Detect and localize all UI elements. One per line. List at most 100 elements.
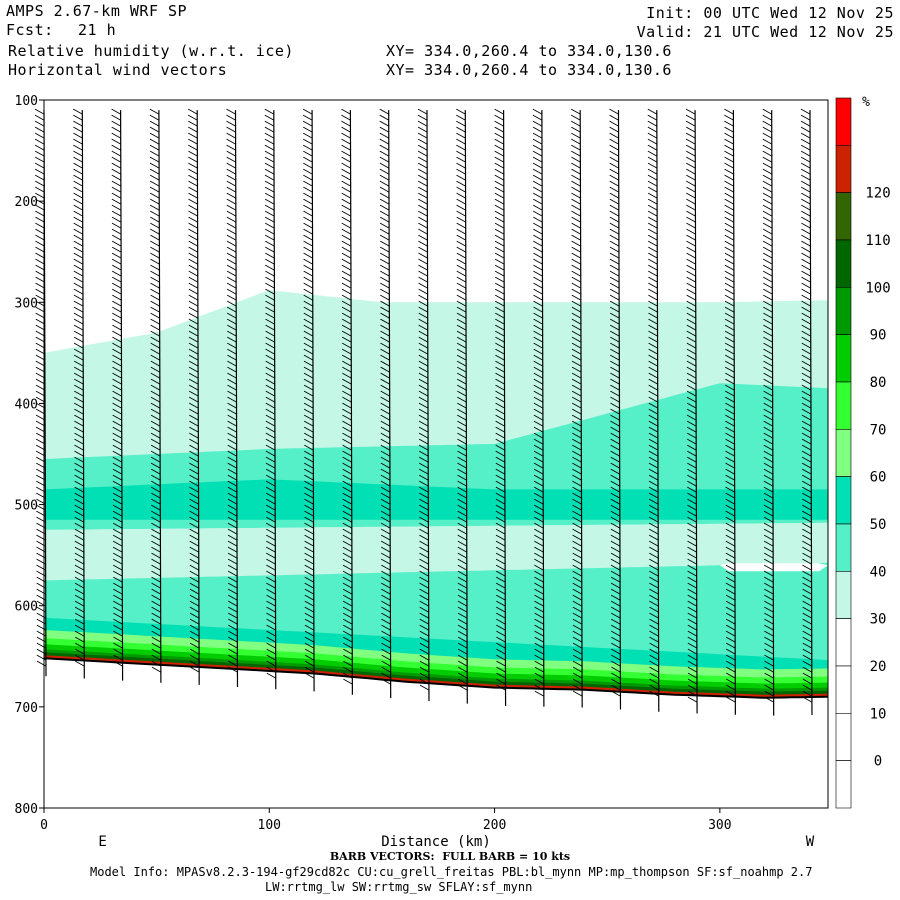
colorbar-label-80: 80 bbox=[870, 375, 887, 391]
colorbar-swatch-7 bbox=[835, 428, 852, 477]
wind-barb-flags-12 bbox=[494, 108, 506, 691]
wind-barb-shaft-8 bbox=[349, 110, 353, 695]
wind-barb-flags-3 bbox=[149, 108, 162, 673]
wind-barb-shaft-3 bbox=[158, 110, 162, 683]
wind-barb-shaft-19 bbox=[771, 110, 775, 716]
end-label-left: E bbox=[98, 834, 106, 850]
colorbar-swatch-1 bbox=[835, 145, 852, 193]
wind-barb-flags-8 bbox=[341, 108, 353, 685]
model-info: Model Info: MPASv8.2.3-194-gf29cd82c CU:… bbox=[90, 865, 813, 879]
wind-barb-shaft-18 bbox=[732, 110, 736, 715]
fcst-label: Fcst: bbox=[6, 21, 54, 39]
x-tick-label-200: 200 bbox=[483, 818, 506, 833]
wind-barb-flags-0 bbox=[34, 108, 47, 667]
model-info-2: LW:rrtmg_lw SW:rrtmg_sw SFLAY:sf_mynn bbox=[265, 880, 533, 894]
colorbar-swatch-3 bbox=[835, 239, 852, 288]
plot-frame bbox=[43, 99, 829, 809]
colorbar-label-20: 20 bbox=[870, 659, 887, 675]
wind-barb-shaft-11 bbox=[464, 110, 468, 704]
wind-barb-shaft-1 bbox=[81, 110, 85, 679]
colorbar-swatch-4 bbox=[835, 286, 852, 335]
colorbar-swatch-5 bbox=[835, 334, 852, 383]
wind-barb-flags-4 bbox=[187, 108, 200, 673]
wind-barb-flags-13 bbox=[532, 108, 545, 697]
terrain-fill bbox=[44, 658, 828, 808]
y-tick-label-800: 800 bbox=[15, 802, 38, 817]
field-name-1: Relative humidity (w.r.t. ice) bbox=[8, 42, 294, 60]
y-tick-label-500: 500 bbox=[15, 499, 38, 514]
wind-barb-flags-18 bbox=[724, 108, 736, 703]
wind-barb-flags-2 bbox=[111, 108, 123, 667]
wind-barb-shaft-4 bbox=[196, 110, 200, 685]
wind-barb-flags-1 bbox=[73, 108, 85, 667]
wind-barb-shaft-7 bbox=[311, 110, 315, 692]
x-tick-label-0: 0 bbox=[40, 818, 48, 833]
colorbar-swatch-8 bbox=[835, 476, 852, 525]
rh-band-surface-4 bbox=[44, 652, 828, 698]
xy-range-1: XY= 334.0,260.4 to 334.0,130.6 bbox=[386, 42, 672, 60]
rh-band-50 bbox=[44, 479, 828, 520]
wind-barb-flags-20 bbox=[800, 108, 813, 703]
colorbar-swatch-0 bbox=[835, 97, 852, 146]
wind-barb-flags-17 bbox=[685, 108, 698, 703]
colorbar-label-100: 100 bbox=[865, 280, 890, 296]
colorbar-label-70: 70 bbox=[870, 422, 887, 438]
fcst-value: 21 h bbox=[78, 21, 117, 39]
wind-barb-flags-11 bbox=[456, 108, 468, 691]
rh-band-30-gap bbox=[44, 522, 828, 581]
wind-barb-shaft-20 bbox=[809, 110, 813, 716]
wind-barb-flags-7 bbox=[302, 108, 315, 679]
valid-time: Valid: 21 UTC Wed 12 Nov 25 bbox=[636, 23, 894, 41]
colorbar-label-30: 30 bbox=[870, 612, 887, 628]
colorbar-label-120: 120 bbox=[865, 186, 890, 202]
wind-barb-flags-10 bbox=[417, 108, 430, 691]
y-tick-label-200: 200 bbox=[15, 195, 38, 210]
end-label-right: W bbox=[806, 834, 815, 850]
rh-band-surface-3 bbox=[44, 649, 828, 698]
wind-barb-shaft-5 bbox=[234, 110, 239, 688]
y-tick-label-400: 400 bbox=[15, 397, 38, 412]
colorbar-swatch-9 bbox=[835, 523, 852, 572]
colorbar-label-10: 10 bbox=[870, 706, 887, 722]
colorbar-label-0: 0 bbox=[874, 754, 882, 770]
field-name-2: Horizontal wind vectors bbox=[8, 61, 228, 79]
y-tick-label-700: 700 bbox=[15, 701, 38, 716]
wind-barb-flags-6 bbox=[264, 108, 277, 679]
y-tick-label-600: 600 bbox=[15, 600, 38, 615]
colorbar-label-40: 40 bbox=[870, 564, 887, 580]
colorbar-swatch-13 bbox=[835, 712, 852, 761]
colorbar-label-90: 90 bbox=[870, 328, 887, 344]
model-title: AMPS 2.67-km WRF SP bbox=[6, 2, 188, 20]
x-tick-label-300: 300 bbox=[708, 818, 731, 833]
wind-barb-shaft-2 bbox=[119, 110, 124, 681]
colorbar-swatch-6 bbox=[835, 381, 852, 430]
colorbar-swatch-12 bbox=[835, 665, 852, 714]
y-tick-label-300: 300 bbox=[15, 296, 38, 311]
colorbar-label-110: 110 bbox=[865, 233, 890, 249]
colorbar-label-60: 60 bbox=[870, 470, 887, 486]
wind-barb-shaft-17 bbox=[694, 110, 698, 714]
colorbar-label-50: 50 bbox=[870, 517, 887, 533]
wind-barb-shaft-16 bbox=[656, 110, 660, 712]
init-time: Init: 00 UTC Wed 12 Nov 25 bbox=[646, 4, 894, 22]
barb-note: BARB VECTORS: FULL BARB = 10 kts bbox=[329, 850, 571, 863]
y-tick-label-100: 100 bbox=[15, 94, 38, 109]
colorbar-swatch-14 bbox=[835, 760, 852, 809]
wind-barb-flags-19 bbox=[762, 108, 774, 703]
wind-barb-shaft-13 bbox=[541, 110, 545, 707]
wind-barb-shaft-6 bbox=[273, 110, 277, 690]
wind-barb-flags-15 bbox=[609, 108, 621, 697]
x-axis-title: Distance (km) bbox=[381, 834, 491, 850]
wind-barb-flags-9 bbox=[379, 108, 391, 685]
rh-band-clear bbox=[44, 563, 828, 572]
xy-range-2: XY= 334.0,260.4 to 334.0,130.6 bbox=[386, 61, 672, 79]
x-tick-label-100: 100 bbox=[258, 818, 281, 833]
wind-barb-flags-16 bbox=[647, 108, 659, 697]
colorbar-swatch-11 bbox=[835, 618, 852, 667]
wind-barb-flags-14 bbox=[570, 108, 583, 697]
wind-barb-shaft-10 bbox=[426, 110, 430, 702]
wind-barb-flags-5 bbox=[226, 108, 238, 673]
colorbar-unit: % bbox=[862, 95, 870, 110]
colorbar-swatch-10 bbox=[835, 570, 852, 619]
